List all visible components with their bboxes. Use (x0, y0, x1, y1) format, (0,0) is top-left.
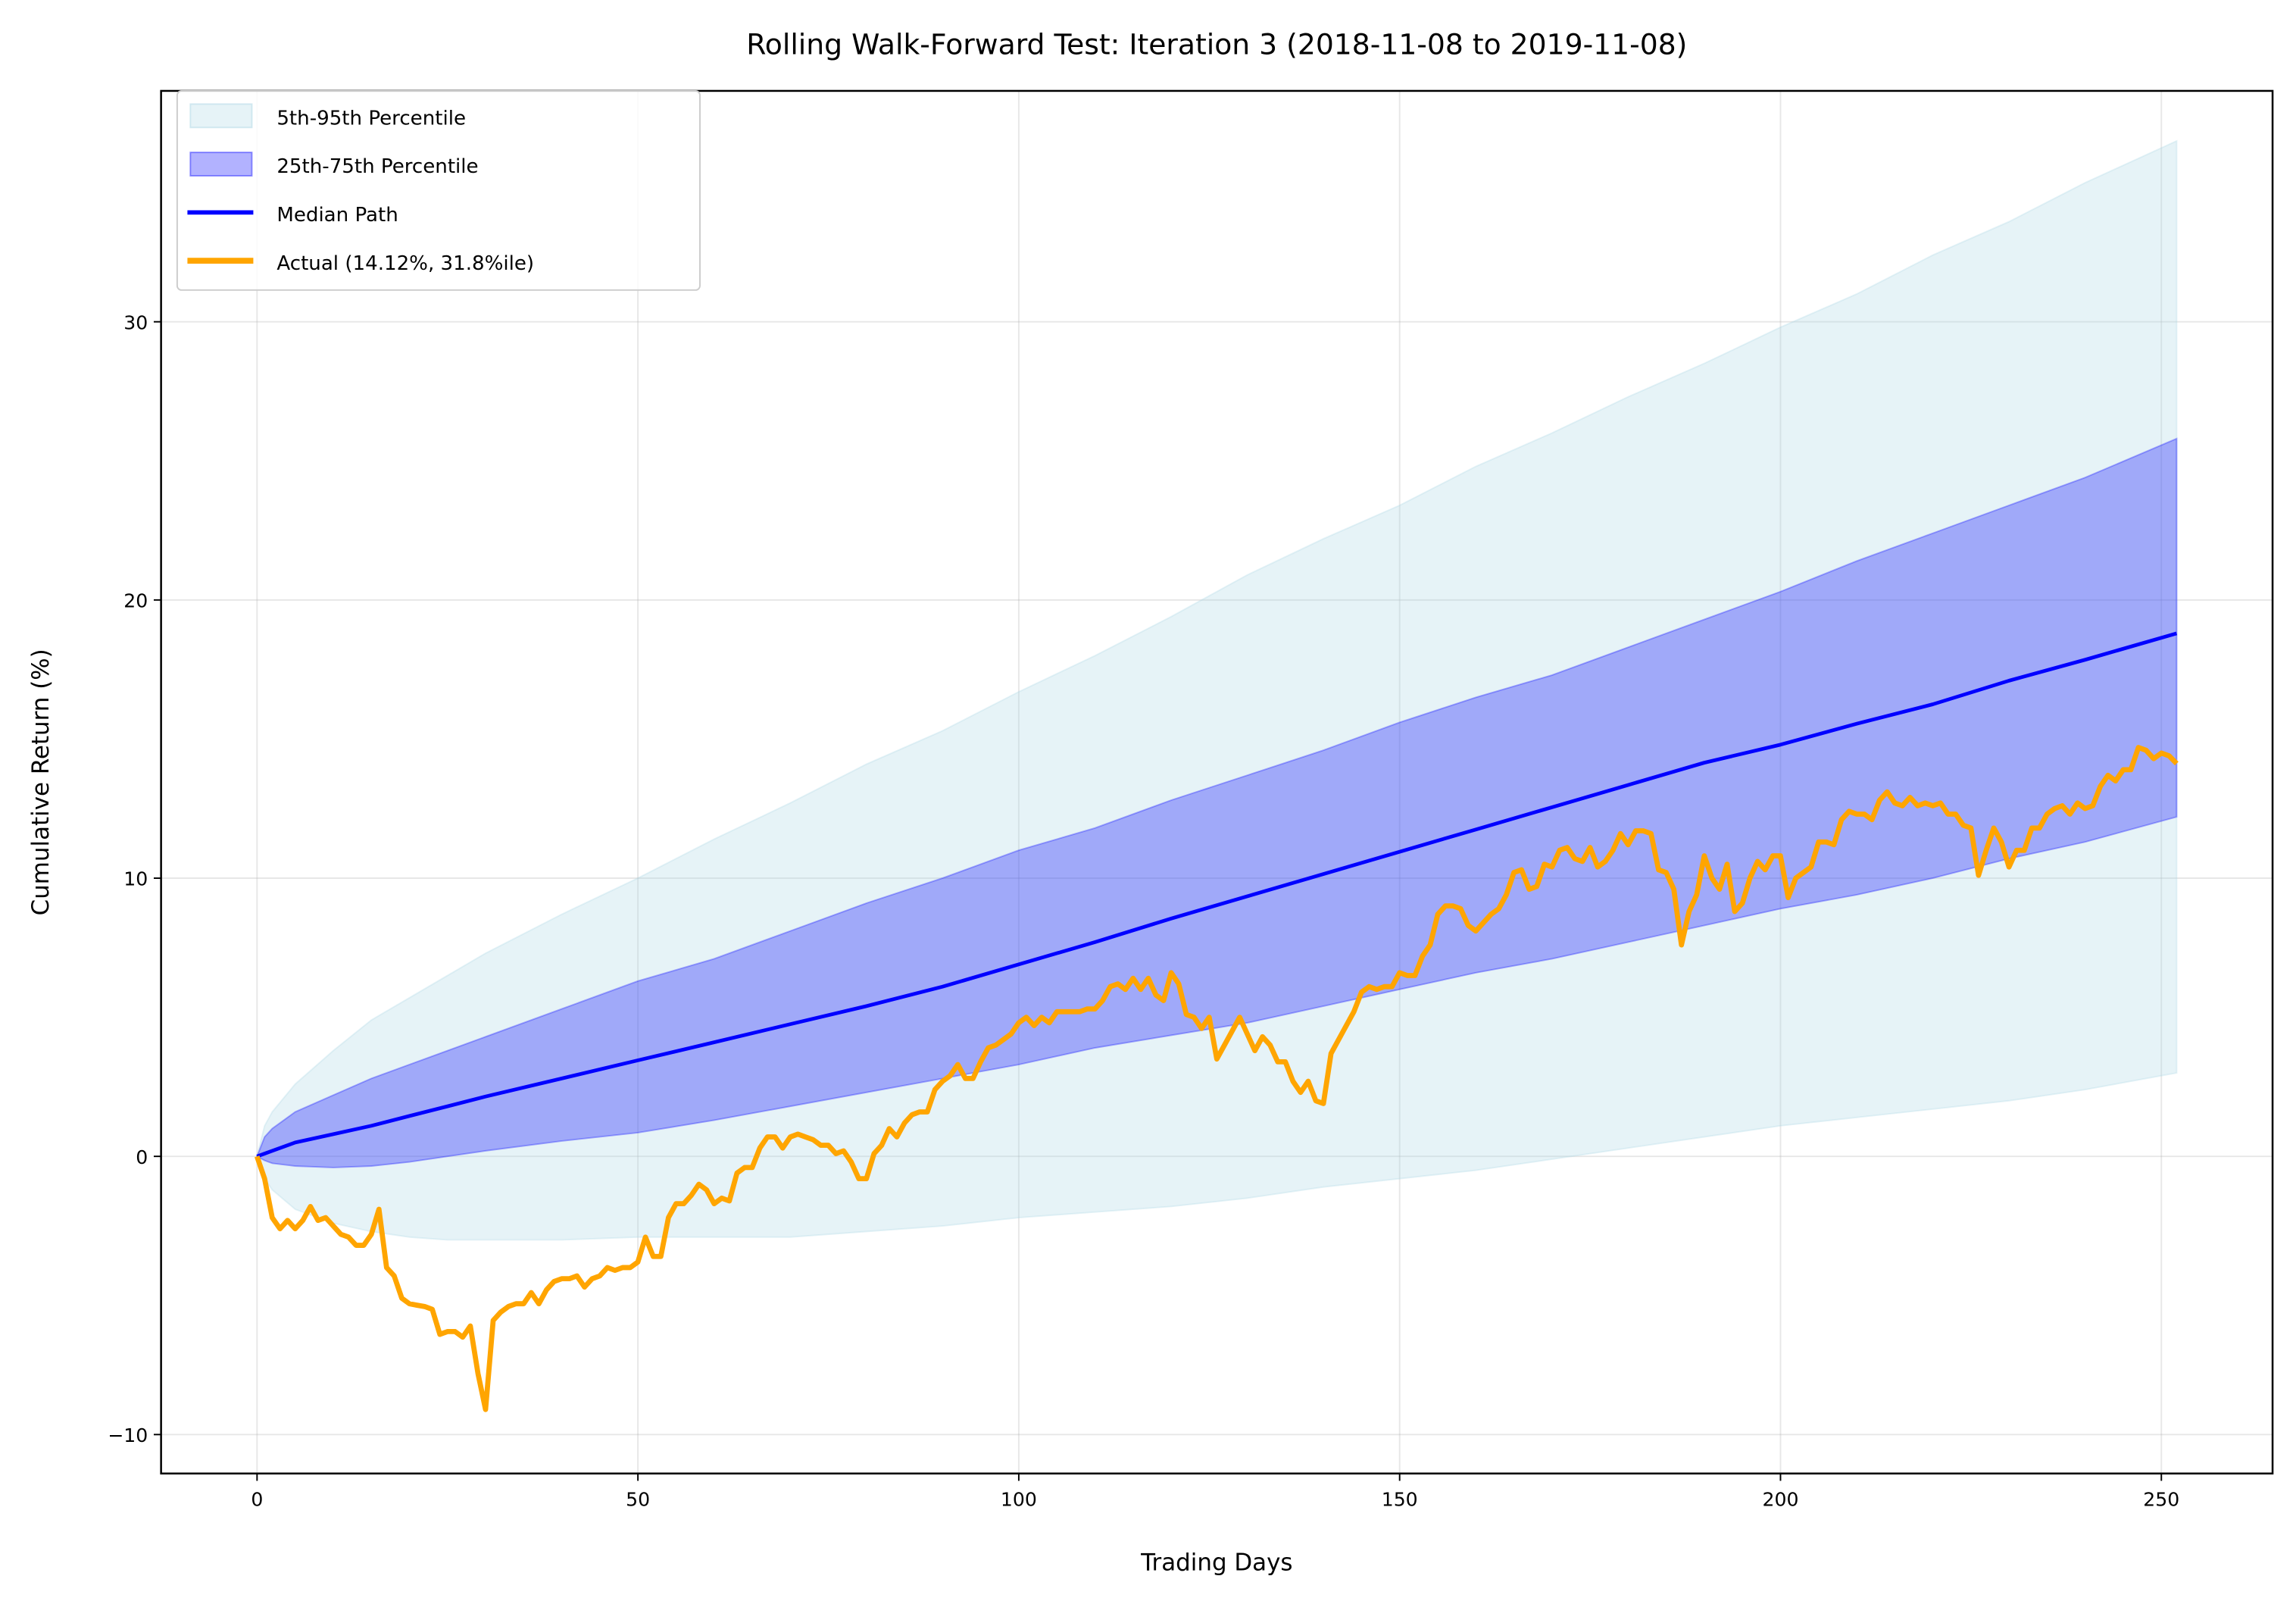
ticks: 0 50 100 150 200 250 −10 0 10 20 30 (108, 311, 2179, 1510)
y-tick-label: 20 (123, 590, 148, 612)
x-tick-label: 200 (1763, 1488, 1799, 1510)
legend-swatch-5-95 (189, 103, 253, 129)
y-tick-label: −10 (108, 1424, 148, 1446)
y-tick-label: 30 (123, 311, 148, 333)
x-tick-label: 150 (1382, 1488, 1418, 1510)
x-axis-label: Trading Days (1140, 1549, 1292, 1576)
legend-label-median: Median Path (276, 204, 398, 227)
legend-label-25-75: 25th-75th Percentile (276, 155, 478, 178)
legend-swatch-25-75 (189, 152, 253, 177)
band-5-95 (256, 139, 2178, 1241)
actual-path-line (255, 745, 2179, 1412)
legend-label-actual: Actual (14.12%, 31.8%ile) (276, 252, 534, 275)
chart-title: Rolling Walk-Forward Test: Iteration 3 (… (746, 28, 1687, 61)
y-tick-label: 10 (123, 868, 148, 890)
x-tick-label: 100 (1001, 1488, 1037, 1510)
x-tick-label: 250 (2143, 1488, 2179, 1510)
legend-box (176, 89, 701, 291)
percentile-bands (256, 139, 2178, 1241)
legend: 5th-95th Percentile 25th-75th Percentile… (176, 89, 701, 291)
x-tick-label: 50 (626, 1488, 650, 1510)
grid (161, 90, 2273, 1474)
band-25-75 (256, 437, 2178, 1168)
x-tick-label: 0 (251, 1488, 263, 1510)
y-tick-label: 0 (136, 1146, 148, 1168)
y-axis-label: Cumulative Return (%) (27, 649, 55, 915)
axes-frame (160, 89, 2274, 1474)
series-lines (255, 631, 2179, 1412)
median-path-line (256, 631, 2178, 1159)
legend-label-5-95: 5th-95th Percentile (276, 107, 466, 130)
